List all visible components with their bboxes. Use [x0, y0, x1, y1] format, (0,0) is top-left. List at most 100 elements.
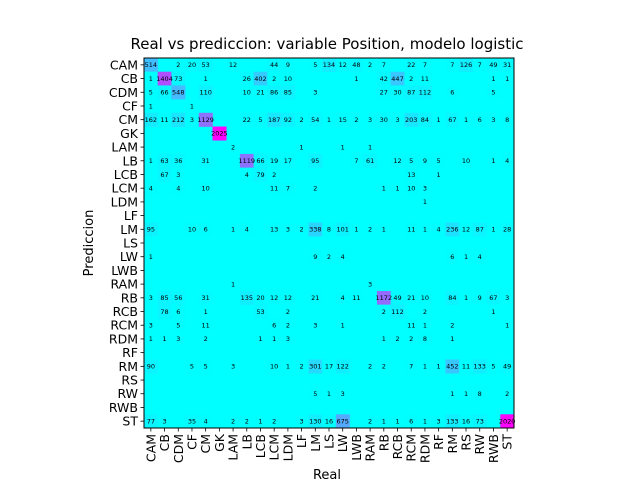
cell-value-label: 1 — [149, 253, 153, 261]
y-axis-ticks: CAMCBCDMCFCMGKLAMLBLCBLCMLDMLFLMLSLWLWBR… — [109, 57, 144, 429]
heatmap-cell — [267, 112, 282, 127]
cell-value-label: 3 — [505, 294, 509, 302]
cell-value-label: 11 — [202, 322, 210, 330]
heatmap-cell — [198, 153, 213, 168]
heatmap-cell — [472, 58, 487, 73]
cell-value-label: 8 — [505, 116, 509, 124]
y-tick-label: CAM — [110, 57, 138, 72]
cell-value-label: 2020 — [499, 417, 516, 425]
cell-value-label: 11 — [270, 184, 278, 192]
x-tick-label: RWB — [486, 434, 501, 463]
cell-value-label: 6 — [176, 308, 180, 316]
cell-value-label: 1 — [423, 198, 427, 206]
heatmap-cell — [472, 112, 487, 127]
heatmap-cell — [418, 195, 433, 210]
cell-value-label: 17 — [284, 157, 292, 165]
cell-value-label: 5 — [190, 363, 194, 371]
heatmap-cell — [157, 332, 172, 347]
heatmap-cell — [253, 414, 268, 429]
cell-value-label: 79 — [256, 171, 264, 179]
heatmap-cell — [226, 359, 241, 374]
heatmap-cell — [294, 359, 309, 374]
heatmap-cell — [363, 58, 378, 73]
cell-value-label: 9 — [478, 294, 482, 302]
cell-value-label: 3 — [162, 417, 166, 425]
heatmap-cell — [418, 332, 433, 347]
x-tick-label: CDM — [171, 434, 186, 463]
heatmap-cell — [335, 414, 350, 429]
cell-value-label: 49 — [489, 61, 497, 69]
heatmap-cell — [349, 71, 364, 86]
cell-value-label: 6 — [450, 253, 454, 261]
cell-value-label: 4 — [341, 253, 345, 261]
heatmap-cell — [349, 153, 364, 168]
cell-value-label: 10 — [188, 226, 196, 234]
heatmap-cell — [267, 290, 282, 305]
cell-value-label: 1 — [491, 75, 495, 83]
y-tick-label: RB — [121, 290, 138, 305]
heatmap-cell — [308, 414, 323, 429]
cell-value-label: 10 — [243, 89, 251, 97]
cell-value-label: 6 — [272, 322, 276, 330]
cell-value-label: 2 — [450, 322, 454, 330]
heatmap-cell — [376, 304, 391, 319]
heatmap-cell — [445, 318, 460, 333]
cell-value-label: 10 — [462, 157, 470, 165]
cell-value-label: 1404 — [156, 75, 173, 83]
x-tick-label: RCM — [404, 434, 419, 462]
heatmap-cell — [171, 112, 186, 127]
heatmap-cell — [445, 290, 460, 305]
cell-value-label: 4 — [505, 157, 509, 165]
cell-value-label: 2 — [286, 322, 290, 330]
heatmap-cell — [226, 140, 241, 155]
heatmap-cell — [144, 414, 159, 429]
heatmap-cell — [376, 332, 391, 347]
heatmap-cell — [267, 85, 282, 100]
cell-value-label: 19 — [270, 157, 278, 165]
cell-value-label: 12 — [339, 61, 347, 69]
heatmap-cell — [294, 222, 309, 237]
heatmap-cell — [404, 85, 419, 100]
heatmap-cell — [363, 140, 378, 155]
cell-value-label: 11 — [462, 363, 470, 371]
x-tick-label: GK — [212, 433, 227, 452]
heatmap-cell — [171, 332, 186, 347]
heatmap-cell — [198, 222, 213, 237]
cell-value-label: 7 — [354, 157, 358, 165]
heatmap-cell — [390, 290, 405, 305]
heatmap-cell — [418, 290, 433, 305]
cell-value-label: 1 — [464, 253, 468, 261]
cell-value-label: 1 — [162, 335, 166, 343]
cell-value-label: 1 — [341, 322, 345, 330]
heatmap-cell — [267, 332, 282, 347]
heatmap-cell — [459, 386, 474, 401]
heatmap-cell — [198, 332, 213, 347]
heatmap-cell — [281, 112, 296, 127]
cell-value-label: 5 — [313, 61, 317, 69]
heatmap-cell — [144, 318, 159, 333]
y-tick-label: LW — [120, 249, 138, 264]
heatmap-cell — [335, 318, 350, 333]
cell-value-label: 2 — [382, 308, 386, 316]
cell-value-label: 8 — [423, 335, 427, 343]
cell-value-label: 11 — [352, 294, 360, 302]
heatmap-cell — [390, 112, 405, 127]
heatmap-cell — [459, 222, 474, 237]
heatmap-cell — [253, 304, 268, 319]
heatmap-cell — [335, 140, 350, 155]
cell-value-label: 112 — [419, 89, 431, 97]
heatmap-cell — [322, 58, 337, 73]
heatmap-cell — [472, 359, 487, 374]
cell-value-label: 67 — [448, 116, 456, 124]
y-tick-label: LDM — [111, 194, 138, 209]
heatmap-cell — [171, 153, 186, 168]
cell-value-label: 56 — [174, 294, 182, 302]
x-axis-ticks: CAMCBCDMCFCMGKLAMLBLCBLCMLDMLFLMLSLWLWBR… — [143, 428, 515, 463]
x-axis-label: Real — [313, 468, 341, 480]
cell-value-label: 110 — [199, 89, 211, 97]
cell-value-label: 3 — [313, 89, 317, 97]
cell-value-label: 17 — [325, 363, 333, 371]
heatmap-cell — [144, 359, 159, 374]
cell-value-label: 126 — [460, 61, 472, 69]
